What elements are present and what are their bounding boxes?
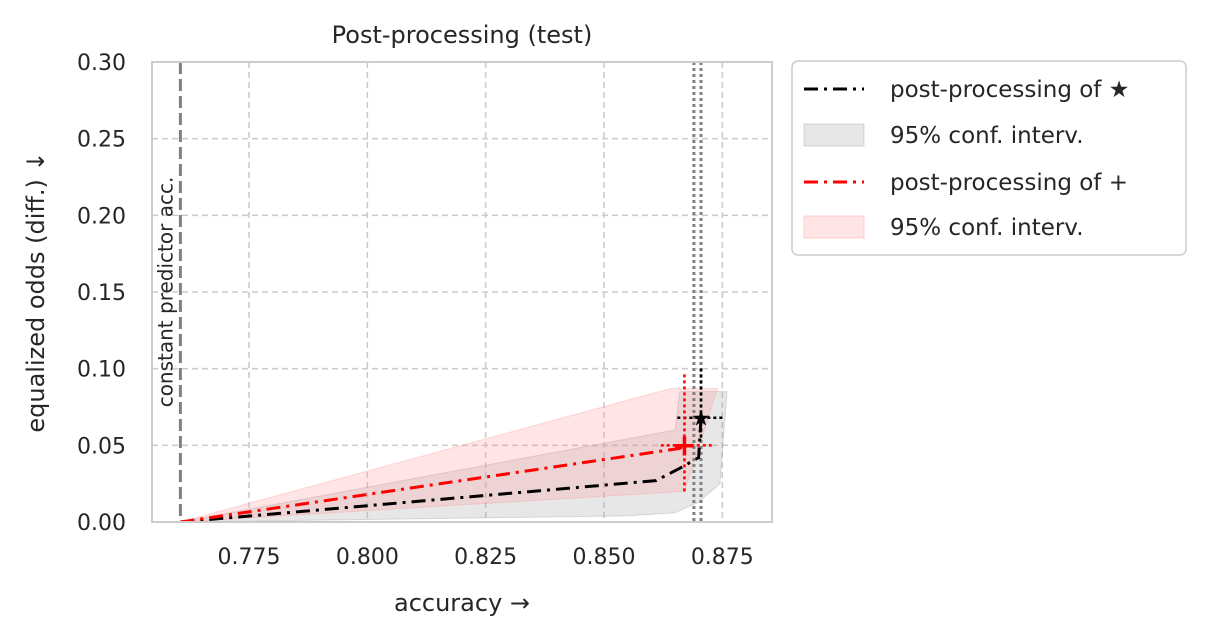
x-axis-label: accuracy → [394,589,530,617]
legend: post-processing of ★ 95% conf. interv. p… [791,60,1187,256]
confidence-band-0 [180,391,728,522]
legend-label-2: post-processing of + [890,170,1128,196]
reference-line-label: constant predictor acc. [153,177,177,408]
x-tick-label-1: 0.800 [336,545,399,570]
x-tick-label-3: 0.850 [572,545,635,570]
y-tick-label-6: 0.30 [77,51,126,76]
marker-1: + [672,428,697,463]
grid [152,61,772,523]
y-tick-label-4: 0.20 [77,204,126,229]
series-lines [178,62,703,522]
legend-frame [791,60,1187,256]
confidence-band-1 [180,388,719,522]
x-tick-label-4: 0.875 [691,545,754,570]
y-tick-label-2: 0.10 [77,358,126,383]
plot-frame [151,61,773,523]
y-tick-label-5: 0.25 [77,128,126,153]
legend-patch-1 [803,215,865,239]
y-tick-label-1: 0.05 [77,434,126,459]
tick-labels: 0.775 0.800 0.825 0.850 0.875 0.00 0.05 0.10 0.1… [77,51,754,570]
legend-patch-0 [803,123,865,147]
series-line-1 [180,444,686,522]
legend-label-1: 95% conf. interv. [890,123,1084,149]
y-tick-label-0: 0.00 [77,511,126,536]
y-axis-label: equalized odds (diff.) ↓ [22,151,50,432]
x-tick-label-0: 0.775 [218,545,281,570]
x-tick-label-2: 0.825 [454,545,517,570]
legend-label-0: post-processing of ★ [890,77,1129,103]
series-line-0 [180,417,703,522]
marker-0: ★ [691,407,711,432]
y-tick-label-3: 0.15 [77,281,126,306]
series-markers: ★+ [660,367,725,492]
confidence-bands [180,388,728,522]
chart-title: Post-processing (test) [332,21,593,49]
legend-label-3: 95% conf. interv. [890,215,1084,241]
